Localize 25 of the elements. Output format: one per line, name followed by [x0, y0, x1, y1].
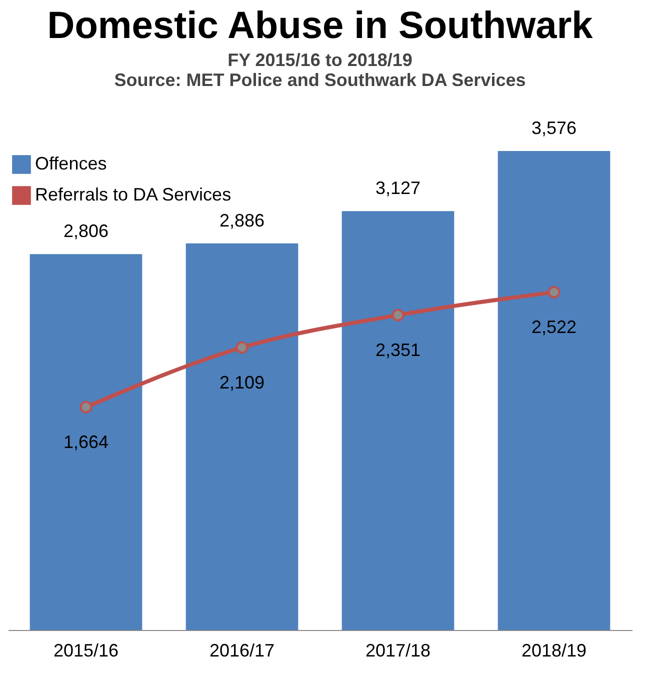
bar [342, 211, 454, 630]
source-note: Source: MET Police and Southwark DA Services [114, 70, 526, 90]
x-tick-label: 2017/18 [365, 640, 431, 660]
bar [30, 254, 142, 630]
legend-label: Offences [35, 154, 107, 174]
data-label: 3,127 [375, 178, 421, 198]
point [236, 341, 248, 354]
point [80, 400, 92, 414]
x-tick-label: 2016/17 [209, 640, 275, 660]
x-tick-label: 2015/16 [53, 640, 119, 660]
data-label: 2,109 [219, 372, 265, 393]
legend-label: Referrals to DA Services [35, 184, 232, 204]
data-label: 2,886 [219, 210, 265, 230]
data-label: 1,664 [63, 432, 109, 452]
chart-title: Domestic Abuse in Southwark [47, 5, 594, 47]
chart-subtitle: FY 2015/16 to 2018/19 [228, 50, 412, 70]
data-label: 2,351 [375, 340, 421, 360]
point [548, 286, 560, 298]
data-label: 3,576 [531, 118, 577, 138]
point [392, 308, 404, 322]
bar [186, 243, 298, 630]
data-label: 2,806 [63, 221, 109, 242]
data-label: 2,522 [531, 317, 577, 338]
x-tick-label: 2018/19 [521, 640, 587, 660]
bar [498, 151, 610, 630]
